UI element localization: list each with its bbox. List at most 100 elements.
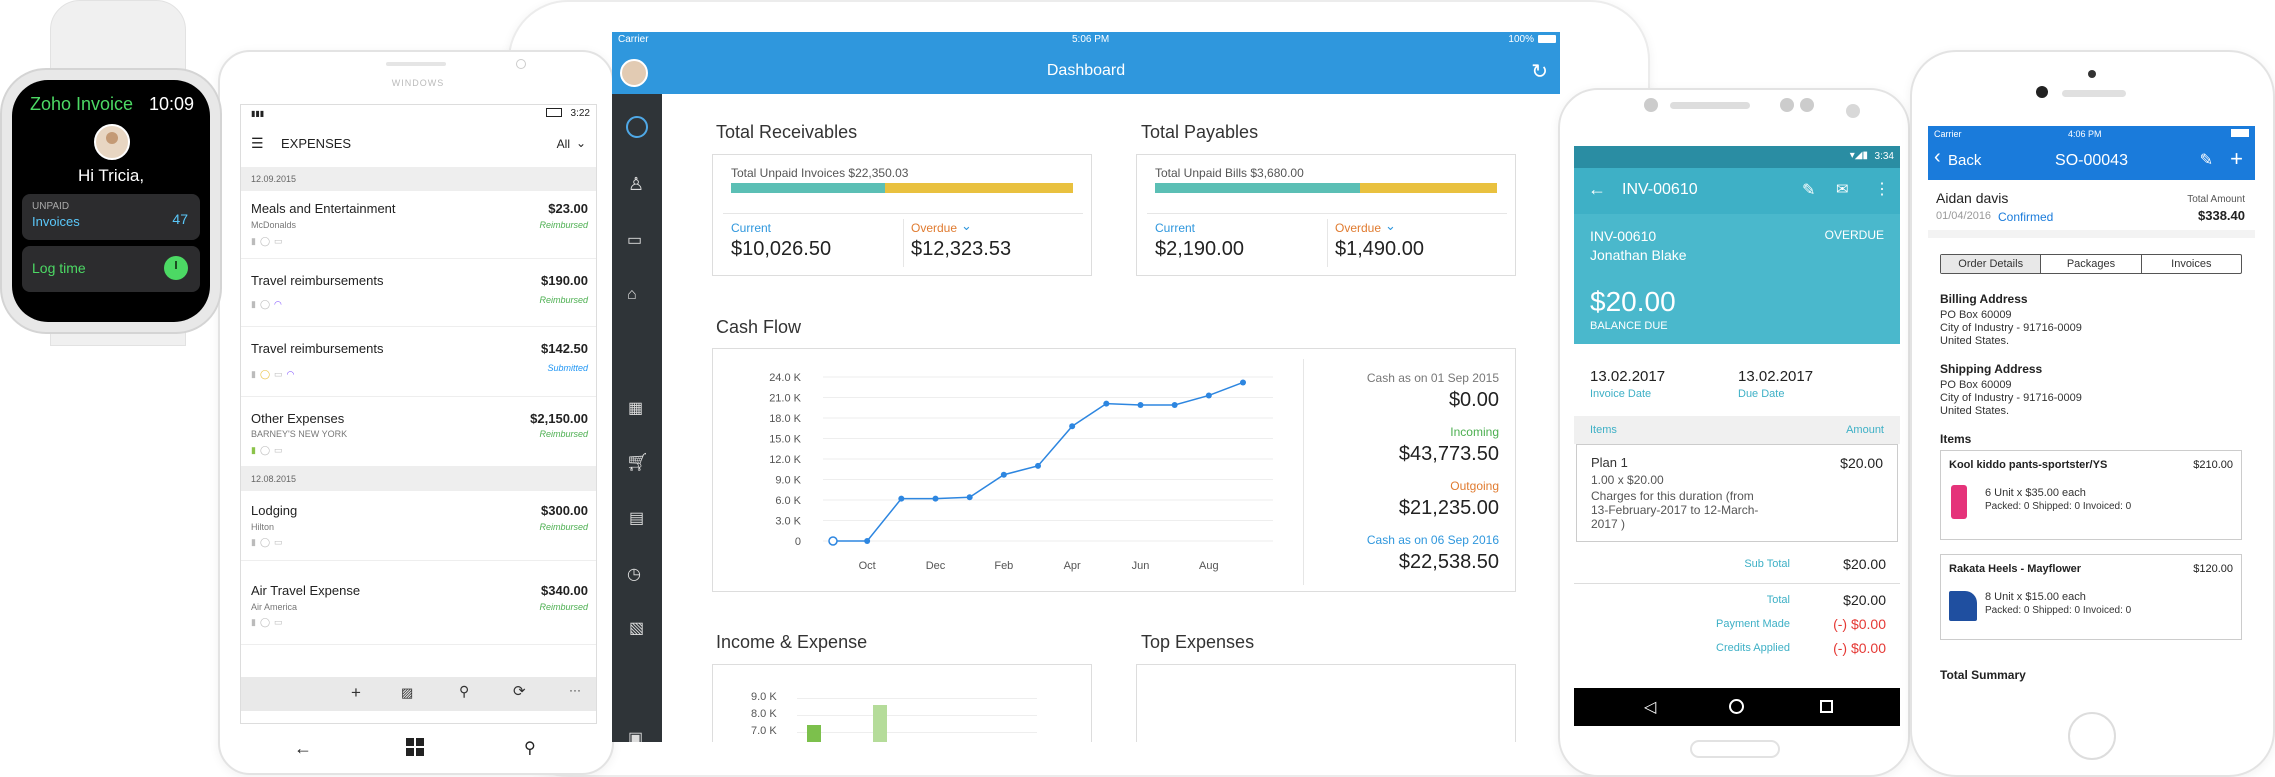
expenses-icon[interactable]: ▧ <box>629 620 645 637</box>
overdue-dropdown[interactable]: Overdue <box>1335 221 1382 235</box>
wallet-icon[interactable]: ▣ <box>628 730 644 742</box>
email-icon[interactable]: ✉ <box>1836 181 1849 198</box>
tab-packages[interactable]: Packages <box>2041 255 2142 273</box>
expense-item[interactable]: Air Travel Expense $340.00 Air America R… <box>241 561 596 645</box>
add-icon[interactable]: + <box>2230 146 2243 171</box>
expense-item[interactable]: Meals and Entertainment $23.00 McDonalds… <box>241 191 596 259</box>
back-button[interactable]: Back <box>1948 152 1982 169</box>
attachment-icons: ▮◯▭◠ <box>251 369 299 379</box>
payments-icon[interactable]: ◷ <box>627 566 641 583</box>
attachment-icons: ▮◯◠ <box>251 299 286 309</box>
image-icon[interactable]: ▨ <box>401 685 414 700</box>
wifi-signal-icons: ▾◢▮ <box>1849 150 1868 161</box>
dashboard-icon[interactable] <box>626 116 648 138</box>
expense-item[interactable]: Travel reimbursements $190.00 Reimbursed… <box>241 259 596 327</box>
y-tick-label: 21.0 K <box>769 393 801 405</box>
line-item[interactable]: Plan 1 $20.00 1.00 x $20.00 Charges for … <box>1576 444 1898 542</box>
order-item[interactable]: Kool kiddo pants-sportster/YS $210.00 6 … <box>1940 450 2242 540</box>
toolbar-title: INV-00610 <box>1622 181 1698 198</box>
profile-avatar[interactable] <box>620 59 648 87</box>
data-point <box>1240 379 1246 386</box>
y-tick-label: 24.0 K <box>769 372 801 384</box>
edit-icon[interactable]: ✎ <box>1802 182 1816 199</box>
home-button[interactable] <box>2068 712 2116 760</box>
y-tick-label: 0 <box>795 536 801 548</box>
overdue-dropdown[interactable]: Overdue <box>911 221 958 235</box>
cash-flow-heading: Cash Flow <box>716 317 802 337</box>
battery-icon <box>2231 129 2249 137</box>
recents-square-icon[interactable] <box>1820 700 1833 713</box>
invoices-icon[interactable]: ▤ <box>629 510 645 527</box>
windows-logo-icon[interactable] <box>406 738 424 756</box>
data-point <box>898 495 905 502</box>
banking-icon[interactable]: ⌂ <box>627 286 637 303</box>
order-item[interactable]: Rakata Heels - Mayflower $120.00 8 Unit … <box>1940 554 2242 640</box>
chevron-down-icon[interactable]: ⌄ <box>575 136 586 150</box>
cash-flow-card: 24.0 K 21.0 K 18.0 K 15.0 K 12.0 K 9.0 K 6.0 K… <box>712 348 1516 592</box>
overflow-menu-icon[interactable]: ⋮ <box>1874 181 1890 198</box>
date-header: 12.09.2015 <box>241 167 596 191</box>
add-icon[interactable]: + <box>351 683 361 702</box>
cash-flow-chart: 24.0 K 21.0 K 18.0 K 15.0 K 12.0 K 9.0 K 6.0 K… <box>769 372 1273 572</box>
attachment-icons: ▮◯▭ <box>251 445 287 455</box>
watch-greeting: Hi Tricia, <box>77 166 145 185</box>
sales-order-screen: Carrier 4:06 PM ‹ Back SO-00043 ✎ + Aida… <box>1928 126 2255 696</box>
sidebar: ♙ ▭ ⌂ ▦ 🛒︎ ▤ ◷ ▧ ▣ <box>612 94 662 742</box>
income-bar <box>873 705 887 742</box>
cart-icon[interactable]: 🛒︎ <box>626 452 649 472</box>
x-tick-label: Aug <box>1199 560 1219 572</box>
app-bar: + ▨ ⚲ ⟳ ··· <box>241 677 596 711</box>
windows-brand: WINDOWS <box>391 78 445 88</box>
windows-phone-device: WINDOWS ▮▮▮ 3:22 ☰ EXPENSES All ⌄ 12.09.… <box>218 50 614 775</box>
avatar <box>94 124 130 160</box>
back-arrow-icon[interactable]: ← <box>1588 179 1606 199</box>
back-nav-icon[interactable]: ← <box>294 738 312 758</box>
y-tick-label: 18.0 K <box>769 413 801 425</box>
data-point <box>932 495 939 502</box>
tab-invoices[interactable]: Invoices <box>2171 258 2212 270</box>
back-chevron-icon[interactable]: ‹ <box>1934 146 1941 168</box>
items-header: Items Amount <box>1574 416 1900 444</box>
receivables-current-fill <box>731 183 885 193</box>
balance-amount: $20.00 <box>1590 286 1676 317</box>
search-icon[interactable]: ⚲ <box>459 683 470 699</box>
refresh-icon[interactable]: ↻ <box>1531 61 1548 83</box>
data-point <box>864 538 871 544</box>
more-icon[interactable]: ··· <box>569 683 581 697</box>
unpaid-invoices-card[interactable]: UNPAID Invoices 47 <box>22 194 200 240</box>
watch-screen: Zoho Invoice 10:09 Hi Tricia, UNPAID Inv… <box>12 80 210 322</box>
items-icon[interactable]: ▭ <box>627 232 643 249</box>
expense-item[interactable]: Other Expenses $2,150.00 BARNEY'S NEW YO… <box>241 397 596 467</box>
back-triangle-icon[interactable]: ◁ <box>1644 699 1657 716</box>
income-bar <box>807 725 821 742</box>
chevron-down-icon[interactable]: ⌄ <box>961 218 972 233</box>
receivables-card[interactable]: Total Unpaid Invoices $22,350.03 Current… <box>712 154 1092 276</box>
x-tick-label: Jun <box>1132 560 1150 572</box>
contacts-icon[interactable]: ♙ <box>628 174 645 194</box>
hamburger-icon[interactable]: ☰ <box>251 135 264 151</box>
expense-item[interactable]: Lodging $300.00 Hilton Reimbursed ▮◯▭ <box>241 491 596 561</box>
overdue-badge: OVERDUE <box>1824 228 1884 242</box>
filter-dropdown[interactable]: All <box>556 137 570 151</box>
invoice-screen: ▾◢▮ 3:34 ← INV-00610 ✎ ✉ ⋮ INV-00610 OVE… <box>1574 146 1900 726</box>
android-status-bar: ▾◢▮ 3:34 <box>1574 146 1900 168</box>
edit-icon[interactable]: ✎ <box>2199 152 2213 169</box>
date-header: 12.08.2015 <box>241 467 596 491</box>
home-circle-icon[interactable] <box>1729 699 1744 714</box>
sync-icon[interactable]: ⟳ <box>513 683 526 700</box>
x-tick-label: Dec <box>926 560 946 572</box>
invoice-summary: INV-00610 OVERDUE Jonathan Blake $20.00 … <box>1574 214 1900 344</box>
search-nav-icon[interactable]: ⚲ <box>524 740 536 757</box>
payables-card[interactable]: Total Unpaid Bills $3,680.00 Current $2,… <box>1136 154 1516 276</box>
battery-icon <box>1538 35 1556 43</box>
top-expenses-card <box>1136 664 1516 742</box>
status-carrier: Carrier <box>618 34 649 45</box>
watch-device: Zoho Invoice 10:09 Hi Tricia, UNPAID Inv… <box>0 0 2275 346</box>
chevron-down-icon[interactable]: ⌄ <box>1385 218 1396 233</box>
log-time-card[interactable]: Log time <box>22 246 200 292</box>
subtotal-row: Sub Total $20.00 <box>1574 554 1900 584</box>
ios-nav-bar: Carrier 4:06 PM ‹ Back SO-00043 ✎ + <box>1928 126 2255 180</box>
estimates-icon[interactable]: ▦ <box>628 400 644 417</box>
expense-item[interactable]: Travel reimbursements $142.50 Submitted … <box>241 327 596 397</box>
tab-order-details[interactable]: Order Details <box>1941 255 2042 273</box>
